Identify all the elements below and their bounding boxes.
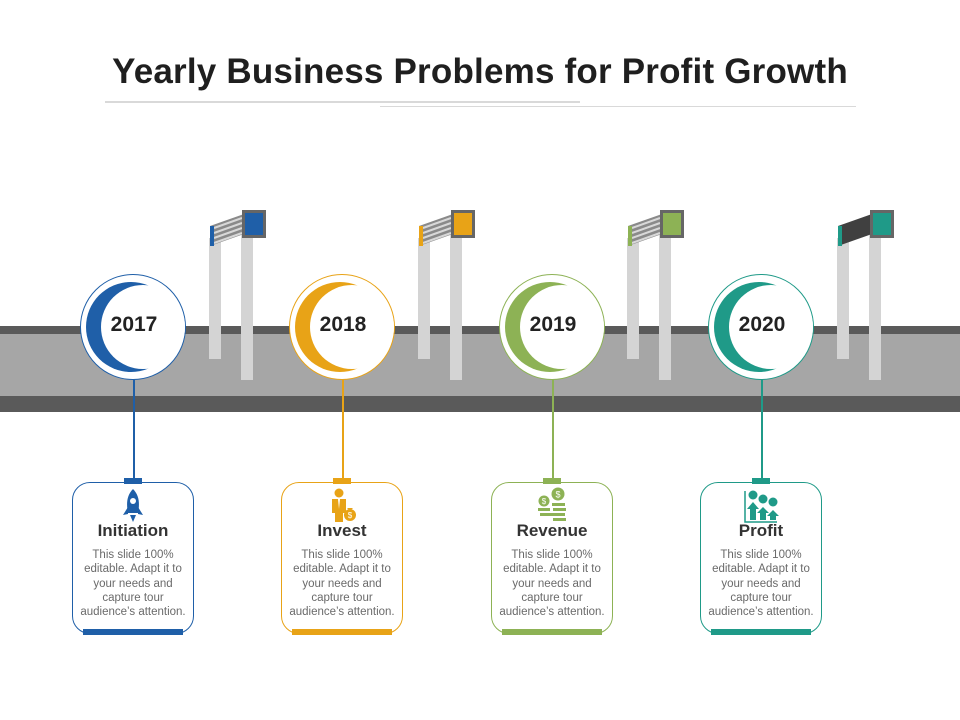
connector-line: [552, 380, 554, 480]
title-underline-left: [105, 101, 580, 103]
street-pole: [450, 226, 462, 380]
year-label: 2017: [110, 313, 158, 336]
businessman-money-bag-icon: $: [318, 487, 366, 523]
street-pole: [659, 226, 671, 380]
svg-text:$: $: [542, 497, 547, 506]
slide-title: Yearly Business Problems for Profit Grow…: [112, 52, 848, 91]
road-bottom-edge: [0, 396, 960, 412]
crescent-shape: [295, 282, 394, 372]
milestone-description: This slide 100% editable. Adapt it to yo…: [80, 549, 186, 619]
rocket-icon: [109, 487, 157, 523]
street-pole: [837, 238, 849, 359]
road-top-edge: [0, 326, 960, 334]
year-badge: 2020: [708, 274, 814, 380]
street-sign: [210, 210, 268, 248]
dollar-coins-icon: $ $: [528, 487, 576, 523]
card-top-tab: [543, 478, 561, 484]
card-bottom-bar: [711, 629, 811, 635]
crescent-shape: [86, 282, 185, 372]
year-label: 2018: [319, 313, 367, 336]
milestone-title: Profit: [738, 521, 784, 540]
year-badge: 2019: [499, 274, 605, 380]
year-badge: 2017: [80, 274, 186, 380]
milestone-title: Invest: [317, 521, 367, 540]
street-pole: [627, 238, 639, 359]
card-top-tab: [124, 478, 142, 484]
milestone-description: This slide 100% editable. Adapt it to yo…: [289, 549, 395, 619]
title-underline-right: [380, 106, 856, 107]
street-pole: [241, 226, 253, 380]
svg-text:$: $: [348, 511, 353, 520]
card-top-tab: [752, 478, 770, 484]
card-bottom-bar: [292, 629, 392, 635]
year-label: 2019: [529, 313, 577, 336]
milestone-card: Initiation This slide 100% editable. Adap…: [72, 482, 194, 634]
card-bottom-bar: [502, 629, 602, 635]
year-badge: 2018: [289, 274, 395, 380]
street-pole: [209, 238, 221, 359]
svg-text:$: $: [555, 490, 560, 500]
milestone-description: This slide 100% editable. Adapt it to yo…: [499, 549, 605, 619]
street-sign: [628, 210, 686, 248]
card-bottom-bar: [83, 629, 183, 635]
street-pole: [418, 238, 430, 359]
connector-line: [342, 380, 344, 480]
card-top-tab: [333, 478, 351, 484]
crescent-shape: [505, 282, 604, 372]
milestone-title: Revenue: [516, 521, 588, 540]
growth-arrows-icon: [737, 487, 785, 523]
street-sign: [419, 210, 477, 248]
connector-line: [133, 380, 135, 480]
crescent-shape: [714, 282, 813, 372]
connector-line: [761, 380, 763, 480]
milestone-card: $ $ Revenue This slide 100% editable. Ada…: [491, 482, 613, 634]
year-label: 2020: [738, 313, 786, 336]
street-sign: [838, 210, 896, 248]
milestone-card: Profit This slide 100% editable. Adapt it…: [700, 482, 822, 634]
milestone-title: Initiation: [97, 521, 169, 540]
milestone-description: This slide 100% editable. Adapt it to yo…: [708, 549, 814, 619]
street-pole: [869, 226, 881, 380]
milestone-card: $ Invest This slide 100% editable. Adapt i…: [281, 482, 403, 634]
